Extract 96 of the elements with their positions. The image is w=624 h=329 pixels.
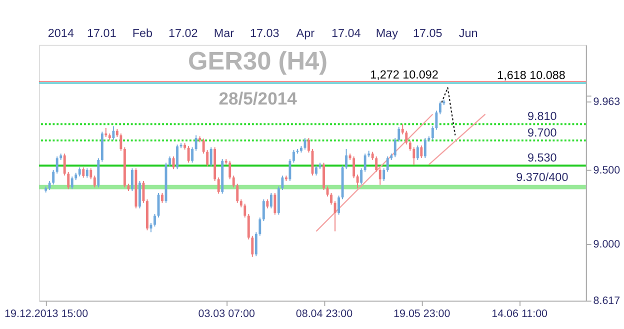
- text: 17.02: [168, 27, 198, 40]
- candlestick: [345, 148, 348, 170]
- candlestick: [258, 217, 262, 236]
- candlestick: [364, 153, 366, 172]
- y-tick-label: 9.500: [593, 164, 620, 176]
- text: 17.03: [250, 27, 280, 40]
- band-label: 9.370/400: [516, 170, 569, 184]
- candlestick: [338, 195, 340, 216]
- x-tick-label: 19.05 23:00: [394, 308, 450, 320]
- candlestick: [78, 166, 81, 177]
- candlestick: [281, 175, 284, 190]
- candlestick: [82, 166, 85, 178]
- candlestick: [408, 140, 412, 152]
- candlestick: [416, 144, 419, 160]
- candlestick: [356, 174, 359, 189]
- y-tick-label: 8.617: [593, 295, 620, 308]
- candlestick: [292, 150, 295, 164]
- candlestick: [191, 146, 194, 164]
- candlestick: [438, 101, 442, 115]
- candlestick: [93, 175, 96, 188]
- text: 17.01: [87, 27, 116, 40]
- candlestick: [194, 134, 198, 152]
- candlestick: [90, 168, 92, 180]
- candlestick: [308, 138, 310, 154]
- candlestick: [210, 146, 212, 167]
- candlestick: [161, 192, 164, 204]
- candlestick: [228, 160, 232, 180]
- candlestick: [154, 213, 156, 228]
- candlestick: [270, 192, 272, 209]
- candlestick: [70, 176, 74, 190]
- ref-line-label: 9.810: [528, 110, 558, 124]
- text: 17.04: [331, 27, 362, 40]
- candlestick: [247, 213, 250, 240]
- candlestick: [330, 192, 332, 206]
- candlestick: [104, 128, 108, 138]
- ref-line-label: 9.700: [528, 126, 558, 140]
- candlestick: [202, 138, 205, 154]
- candlestick: [176, 144, 178, 170]
- candlestick: [63, 153, 66, 176]
- text: Jun: [458, 27, 478, 40]
- candlestick: [401, 124, 404, 135]
- candlestick: [315, 165, 318, 176]
- candlestick: [236, 183, 239, 204]
- candlestick: [431, 126, 434, 140]
- text: Feb: [132, 27, 153, 40]
- candlestick: [266, 198, 269, 209]
- candlestick: [378, 168, 382, 186]
- y-tick-label: 9.000: [593, 238, 620, 250]
- candlestick: [48, 180, 51, 190]
- text: Mar: [214, 27, 234, 40]
- candlestick: [86, 168, 88, 178]
- y-tick-label: 9.963: [593, 96, 620, 108]
- ref-line-label: 1,272 10.092: [370, 68, 438, 82]
- x-tick-label: 19.12.2013 15:00: [4, 308, 88, 320]
- candlestick: [360, 168, 363, 186]
- chart-title: GER30 (H4): [188, 47, 328, 76]
- text: Apr: [296, 27, 315, 40]
- candlestick: [168, 156, 171, 167]
- candlestick: [120, 132, 122, 152]
- candlestick: [130, 168, 134, 192]
- candlestick: [412, 146, 416, 166]
- candlestick: [375, 156, 378, 172]
- candlestick: [52, 170, 55, 186]
- candlestick: [262, 198, 265, 222]
- candlestick: [112, 126, 115, 140]
- candlestick: [67, 171, 70, 190]
- text: 17.05: [412, 27, 443, 40]
- candlestick: [251, 235, 254, 258]
- candlestick: [405, 130, 408, 145]
- candlestick: [232, 175, 235, 188]
- ref-line-label: 1,618 10.088: [497, 69, 566, 82]
- candlestick: [424, 138, 426, 159]
- candlestick: [217, 176, 220, 194]
- text: 28/5/2014: [218, 88, 298, 108]
- candlestick: [322, 162, 325, 190]
- candlestick: [187, 146, 190, 164]
- ref-line-label: 9.530: [528, 152, 558, 165]
- candlestick: [244, 203, 246, 218]
- candlestick: [206, 150, 209, 167]
- candlestick: [386, 156, 389, 172]
- candlestick: [138, 180, 141, 209]
- x-tick-label: 14.06 11:00: [492, 308, 548, 320]
- candlestick: [56, 156, 58, 174]
- candlestick: [394, 138, 396, 158]
- text: May: [376, 27, 398, 40]
- candlestick: [420, 144, 423, 159]
- x-tick-label: 03.03 07:00: [198, 308, 255, 320]
- candlestick: [288, 158, 292, 182]
- candlestick: [382, 168, 386, 182]
- candlestick: [398, 126, 400, 142]
- x-tick-label: 08.04 23:00: [296, 308, 353, 320]
- candlestick: [274, 192, 276, 216]
- candlestick: [352, 156, 356, 179]
- candlestick: [435, 110, 438, 130]
- candlestick: [254, 232, 258, 257]
- text: 2014: [48, 27, 74, 40]
